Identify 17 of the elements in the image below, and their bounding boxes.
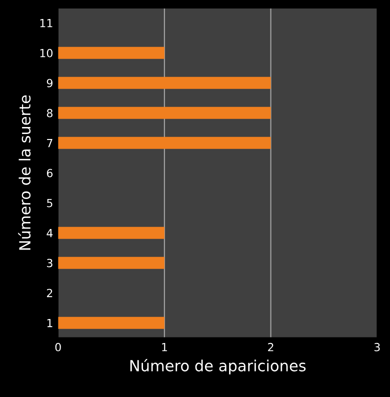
y-tick-label: 10	[40, 48, 53, 58]
y-tick-label: 5	[47, 199, 52, 208]
x-tick-label: 0	[55, 342, 61, 352]
y-tick-label: 3	[47, 258, 52, 268]
y-tick-label: 11	[40, 19, 52, 28]
y-tick-label: 6	[46, 168, 53, 178]
y-tick-label: 8	[46, 108, 52, 118]
y-tick-label: 9	[46, 78, 52, 88]
y-axis-title: Número de la suerte	[18, 95, 31, 250]
y-tick-label: 4	[46, 228, 53, 238]
x-axis-title: Número de apariciones	[130, 359, 306, 374]
x-tick-label: 2	[268, 342, 274, 352]
y-tick-label: 2	[46, 288, 52, 298]
x-tick-label: 3	[374, 342, 380, 352]
x-tick-label: 1	[162, 343, 167, 352]
y-tick-label: 1	[47, 318, 52, 328]
y-tick-label: 7	[47, 139, 52, 148]
